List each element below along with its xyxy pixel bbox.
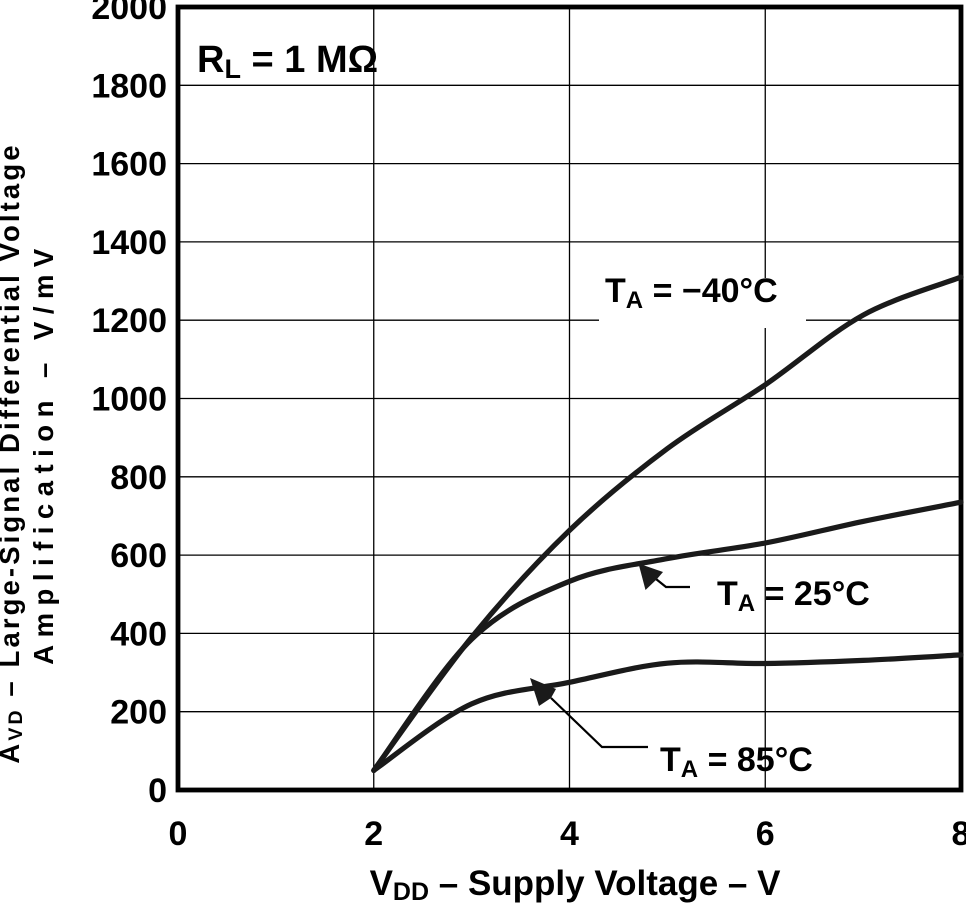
- svg-text:RL = 1 MΩ: RL = 1 MΩ: [197, 39, 378, 84]
- svg-text:600: 600: [110, 537, 167, 575]
- svg-text:1000: 1000: [91, 381, 167, 419]
- svg-text:8: 8: [952, 815, 966, 853]
- svg-text:1600: 1600: [91, 146, 167, 184]
- svg-text:2: 2: [364, 815, 383, 853]
- svg-text:TA = 25°C: TA = 25°C: [717, 575, 870, 617]
- svg-text:6: 6: [756, 815, 775, 853]
- svg-text:Amplification – V/mV: Amplification – V/mV: [28, 241, 59, 665]
- svg-text:VDD – Supply Voltage – V: VDD – Supply Voltage – V: [370, 864, 782, 906]
- svg-text:TA = 85°C: TA = 85°C: [660, 741, 813, 783]
- svg-text:4: 4: [560, 815, 579, 853]
- svg-text:800: 800: [110, 459, 167, 497]
- svg-text:1800: 1800: [91, 67, 167, 105]
- svg-text:2000: 2000: [91, 0, 167, 27]
- svg-text:400: 400: [110, 615, 167, 653]
- svg-text:1200: 1200: [91, 302, 167, 340]
- svg-text:200: 200: [110, 694, 167, 732]
- svg-text:1400: 1400: [91, 224, 167, 262]
- svg-text:TA = −40°C: TA = −40°C: [605, 272, 778, 314]
- svg-text:0: 0: [169, 815, 188, 853]
- svg-text:AVD – Large-Signal Differentia: AVD – Large-Signal Differential Voltage: [0, 142, 27, 763]
- svg-text:0: 0: [148, 772, 167, 810]
